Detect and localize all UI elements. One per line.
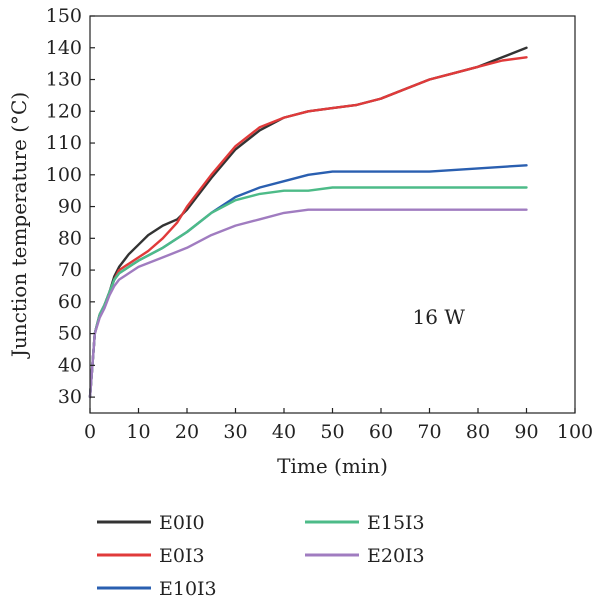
x-tick-label: 40 bbox=[272, 421, 296, 443]
axes: 0 10 20 30 40 50 60 70 80 90 100 30 40 50 60 70 80 90 100 1… bbox=[46, 5, 593, 443]
series-line-e0i3 bbox=[88, 56, 528, 399]
x-tick-label: 10 bbox=[126, 421, 150, 443]
x-tick-label: 50 bbox=[320, 421, 344, 443]
x-tick-label: 0 bbox=[84, 421, 96, 443]
y-tick-label: 120 bbox=[46, 100, 82, 122]
legend: E0I0 E0I3 E10I3 E15I3 E20I3 bbox=[97, 512, 425, 600]
y-axis-title: Junction temperature (°C) bbox=[7, 92, 31, 359]
x-tick-label: 30 bbox=[223, 421, 247, 443]
legend-label-e0i3: E0I3 bbox=[159, 545, 205, 567]
x-tick-label: 90 bbox=[514, 421, 538, 443]
plot-frame bbox=[89, 15, 576, 414]
x-tick-label: 80 bbox=[466, 421, 490, 443]
y-tick-label: 50 bbox=[58, 323, 82, 345]
series-line-e0i0 bbox=[88, 46, 528, 399]
y-tick-label: 90 bbox=[58, 196, 82, 218]
x-tick-label: 100 bbox=[557, 421, 593, 443]
legend-label-e0i0: E0I0 bbox=[159, 512, 205, 534]
series-line-e20i3 bbox=[88, 208, 528, 399]
series-line-e10i3 bbox=[88, 164, 528, 399]
plot-area bbox=[88, 46, 528, 399]
legend-label-e10i3: E10I3 bbox=[159, 578, 217, 600]
y-tick-label: 60 bbox=[58, 291, 82, 313]
y-tick-label: 80 bbox=[58, 227, 82, 249]
x-tick-label: 20 bbox=[175, 421, 199, 443]
series-line-e15i3 bbox=[88, 186, 528, 399]
x-tick-label: 60 bbox=[369, 421, 393, 443]
y-tick-label: 110 bbox=[46, 132, 82, 154]
legend-label-e15i3: E15I3 bbox=[367, 512, 425, 534]
y-tick-label: 70 bbox=[58, 259, 82, 281]
x-tick-label: 70 bbox=[417, 421, 441, 443]
power-annotation: 16 W bbox=[413, 305, 466, 329]
y-tick-label: 30 bbox=[58, 386, 82, 408]
y-tick-label: 100 bbox=[46, 164, 82, 186]
x-axis-title: Time (min) bbox=[277, 454, 388, 478]
legend-label-e20i3: E20I3 bbox=[367, 545, 425, 567]
y-tick-label: 40 bbox=[58, 354, 82, 376]
y-tick-label: 140 bbox=[46, 37, 82, 59]
y-tick-label: 150 bbox=[46, 5, 82, 27]
y-tick-label: 130 bbox=[46, 69, 82, 91]
